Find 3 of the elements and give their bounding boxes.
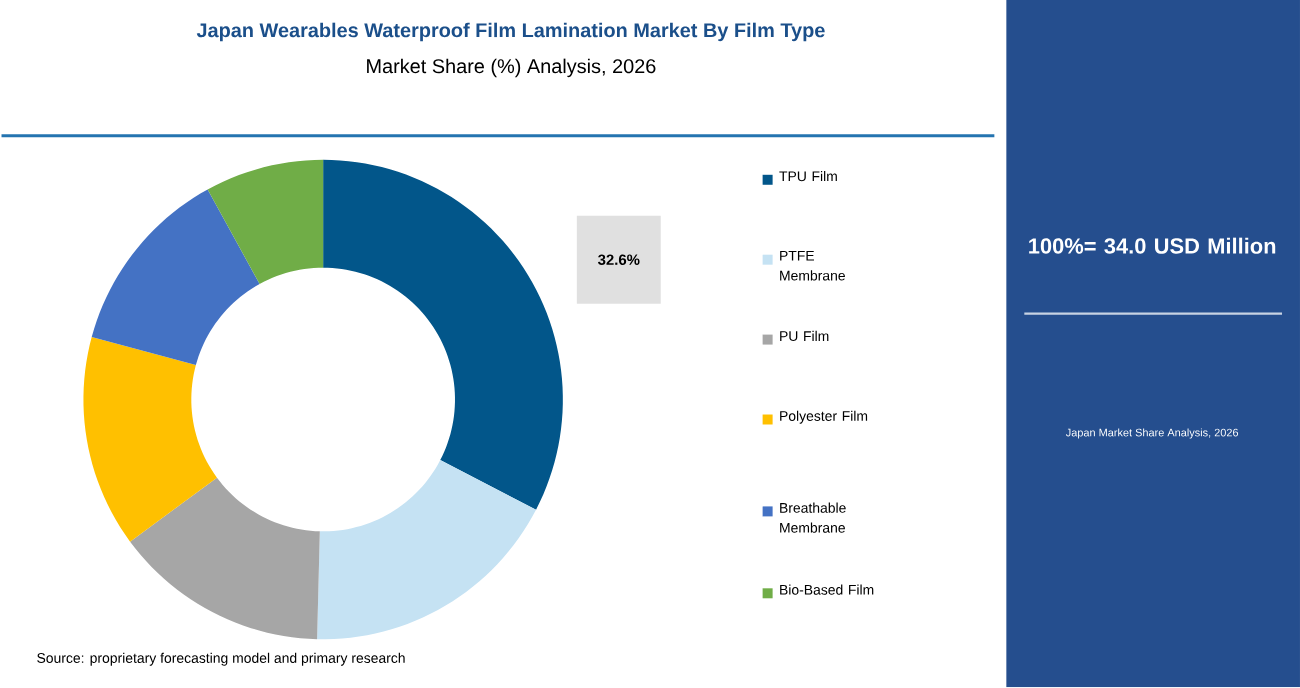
chart-subtitle: Market Share (%) Analysis, 2026: [367, 59, 656, 78]
chart-title: Japan Wearables Waterproof Film Lamination Market By Film Type: [196, 23, 825, 42]
text: 100%= 34.0 USD Million: [1029, 238, 1276, 255]
